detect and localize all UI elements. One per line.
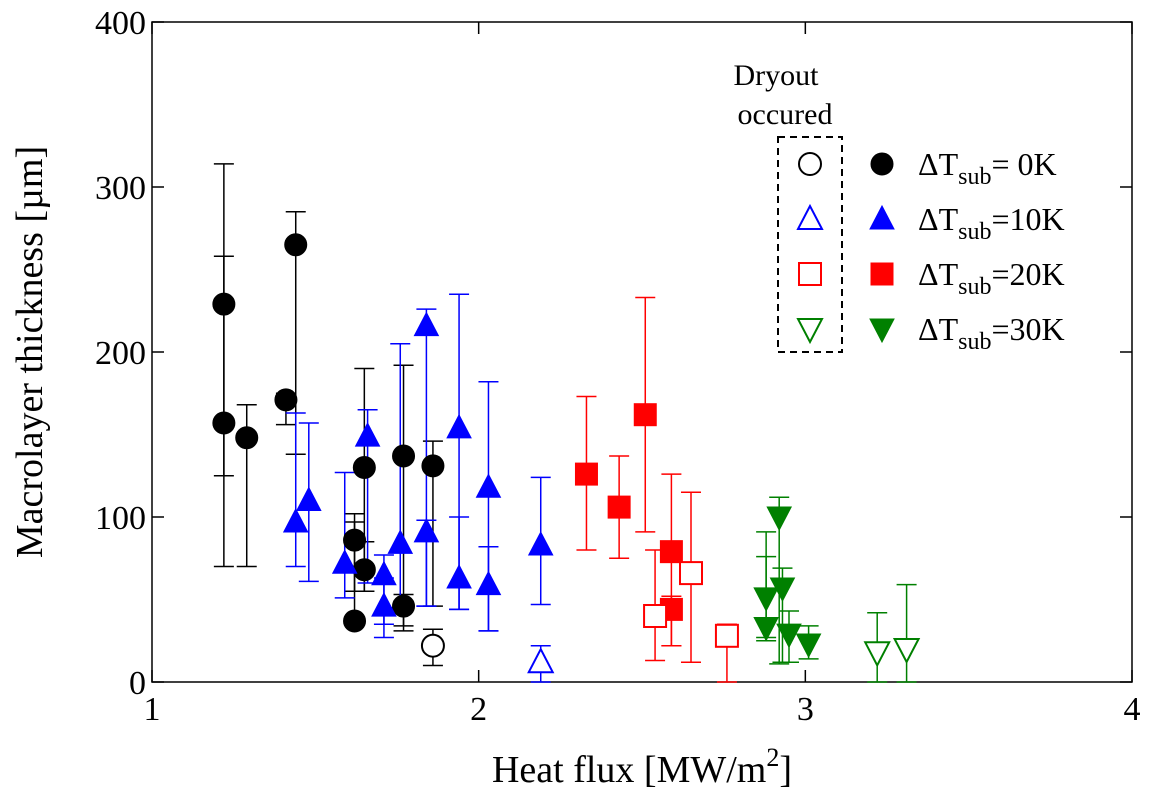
- y-axis-label: Macrolayer thickness [µm]: [9, 146, 51, 558]
- data-point: [295, 486, 322, 511]
- data-point: [475, 473, 502, 498]
- data-point: [421, 454, 445, 478]
- errorbar-dryout: [896, 583, 917, 683]
- data-point-dryout: [863, 641, 891, 668]
- data-point: [413, 311, 440, 337]
- data-point: [282, 507, 309, 533]
- data-point-dryout: [714, 623, 739, 648]
- data-point: [235, 426, 259, 450]
- data-point: [475, 570, 502, 596]
- legend: ΔTsub= 0K ΔTsub=10K ΔTsub=20K ΔTsub=30K: [796, 146, 1065, 355]
- data-point: [413, 517, 440, 543]
- y-tick-label: 200: [95, 335, 146, 372]
- legend-marker-dryout: [796, 203, 824, 230]
- legend-marker: [870, 152, 894, 176]
- data-point: [371, 560, 397, 586]
- data-point: [769, 577, 796, 603]
- tick-labels: 1 2 3 4 0 100 200 300 400: [95, 5, 1141, 728]
- data-point: [776, 623, 802, 649]
- legend-label: ΔTsub=10K: [918, 201, 1065, 245]
- data-point: [284, 233, 308, 257]
- data-point-dryout: [420, 633, 445, 658]
- data-point-dryout: [679, 561, 703, 586]
- y-tick-label: 400: [95, 5, 146, 42]
- x-tick-label: 2: [470, 691, 487, 728]
- data-point: [212, 411, 236, 435]
- data-point: [659, 540, 683, 564]
- x-tick-label: 4: [1124, 691, 1141, 728]
- legend-label: ΔTsub=30K: [918, 311, 1065, 355]
- data-point: [392, 594, 416, 618]
- legend-marker: [869, 318, 895, 344]
- data-point: [607, 495, 631, 519]
- data-point-dryout: [892, 638, 921, 665]
- data-point: [766, 506, 793, 532]
- data-point: [633, 403, 657, 427]
- dryout-label-line2: occured: [738, 98, 833, 131]
- dryout-legend-box: Dryout occured: [734, 59, 843, 353]
- data-point: [352, 456, 376, 479]
- legend-label: ΔTsub= 0K: [918, 146, 1057, 190]
- data-point: [574, 462, 598, 486]
- errorbar: [449, 516, 470, 611]
- data-point: [274, 388, 298, 412]
- error-bars: [213, 163, 917, 683]
- x-tick-label: 3: [797, 691, 814, 728]
- legend-marker-dryout: [798, 262, 822, 286]
- data-point: [392, 444, 416, 468]
- data-point: [343, 609, 367, 633]
- data-point: [446, 413, 472, 439]
- data-point: [387, 529, 414, 554]
- data-point: [212, 292, 236, 316]
- data-point: [352, 558, 376, 582]
- data-point: [371, 592, 397, 617]
- data-point: [343, 528, 367, 552]
- data-point: [795, 633, 822, 659]
- errorbar: [285, 412, 306, 568]
- x-axis-label: Heat flux [MW/m2]: [492, 743, 792, 791]
- errorbar: [393, 364, 414, 627]
- data-point: [331, 549, 358, 574]
- data-point-dryout: [643, 604, 668, 628]
- y-tick-label: 100: [95, 500, 146, 537]
- y-tick-label: 300: [95, 170, 146, 207]
- data-point-dryout: [527, 647, 555, 674]
- legend-marker: [869, 204, 895, 230]
- data-markers: [212, 233, 921, 674]
- data-point: [527, 530, 554, 556]
- errorbar: [390, 343, 411, 609]
- data-point: [354, 422, 381, 447]
- legend-marker-dryout: [798, 152, 822, 176]
- x-tick-label: 1: [144, 691, 161, 728]
- dryout-label-line1: Dryout: [734, 59, 820, 92]
- axis-ticks: [151, 21, 1133, 683]
- data-point: [446, 563, 472, 589]
- legend-marker: [870, 262, 894, 286]
- y-tick-label: 0: [129, 665, 146, 702]
- data-point: [753, 617, 779, 642]
- data-point: [753, 587, 779, 612]
- legend-label: ΔTsub=20K: [918, 256, 1065, 300]
- legend-marker-dryout: [796, 318, 824, 345]
